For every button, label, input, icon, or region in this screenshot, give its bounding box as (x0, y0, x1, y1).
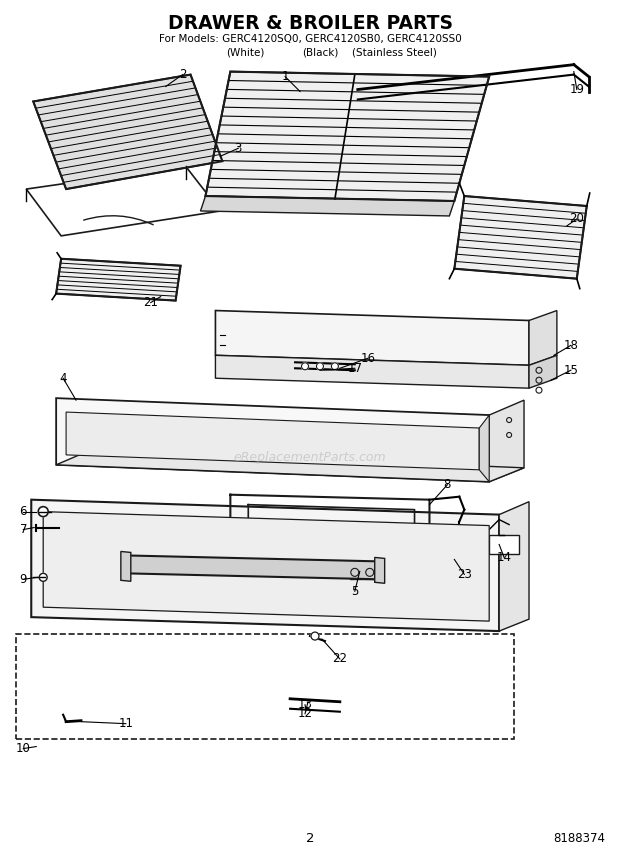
Circle shape (38, 507, 48, 517)
Polygon shape (43, 512, 489, 621)
Text: 19: 19 (569, 83, 584, 96)
Text: 10: 10 (16, 742, 31, 755)
Text: 6: 6 (20, 505, 27, 518)
Circle shape (316, 363, 324, 370)
Text: 16: 16 (360, 352, 375, 365)
Bar (350, 564, 374, 580)
Polygon shape (56, 259, 180, 300)
Polygon shape (529, 311, 557, 366)
Text: 20: 20 (569, 212, 584, 225)
Polygon shape (205, 72, 489, 201)
Polygon shape (56, 450, 524, 482)
Circle shape (301, 363, 309, 370)
Text: 2: 2 (306, 832, 314, 845)
Polygon shape (499, 502, 529, 631)
Bar (489, 534, 519, 555)
Text: 15: 15 (564, 364, 578, 377)
Polygon shape (215, 311, 529, 366)
Text: For Models: GERC4120SQ0, GERC4120SB0, GERC4120SS0: For Models: GERC4120SQ0, GERC4120SB0, GE… (159, 33, 461, 44)
Text: (Stainless Steel): (Stainless Steel) (352, 48, 437, 57)
Circle shape (311, 632, 319, 640)
Polygon shape (126, 556, 379, 580)
Circle shape (39, 574, 47, 581)
Polygon shape (479, 415, 489, 482)
Polygon shape (489, 400, 524, 482)
Text: 3: 3 (234, 142, 242, 155)
Text: DRAWER & BROILER PARTS: DRAWER & BROILER PARTS (167, 15, 453, 33)
Text: 13: 13 (298, 698, 312, 711)
Text: 7: 7 (20, 523, 27, 536)
Text: 4: 4 (60, 372, 67, 384)
Polygon shape (454, 196, 587, 279)
Text: 2: 2 (179, 68, 187, 81)
Text: (Black): (Black) (302, 48, 338, 57)
Text: 21: 21 (143, 296, 158, 309)
Text: 5: 5 (351, 585, 358, 597)
Text: 14: 14 (497, 551, 511, 564)
Polygon shape (215, 355, 529, 388)
Polygon shape (529, 355, 557, 388)
Text: 18: 18 (564, 339, 578, 352)
Polygon shape (56, 398, 489, 482)
Text: eReplacementParts.com: eReplacementParts.com (234, 451, 386, 464)
Text: 11: 11 (118, 717, 133, 730)
Bar (16, 634, 514, 739)
Polygon shape (26, 166, 220, 236)
Text: 8188374: 8188374 (553, 832, 604, 845)
Text: 22: 22 (332, 652, 347, 665)
Polygon shape (33, 74, 223, 189)
Text: (White): (White) (226, 48, 265, 57)
Circle shape (332, 363, 339, 370)
Text: 9: 9 (20, 573, 27, 586)
Text: 12: 12 (298, 707, 312, 720)
Text: 8: 8 (444, 479, 451, 491)
Text: 1: 1 (281, 70, 289, 83)
Polygon shape (374, 557, 384, 583)
Text: 23: 23 (457, 568, 472, 581)
Polygon shape (121, 551, 131, 581)
Polygon shape (66, 412, 479, 470)
Polygon shape (31, 500, 499, 631)
Text: 17: 17 (347, 362, 362, 375)
Polygon shape (200, 196, 454, 216)
